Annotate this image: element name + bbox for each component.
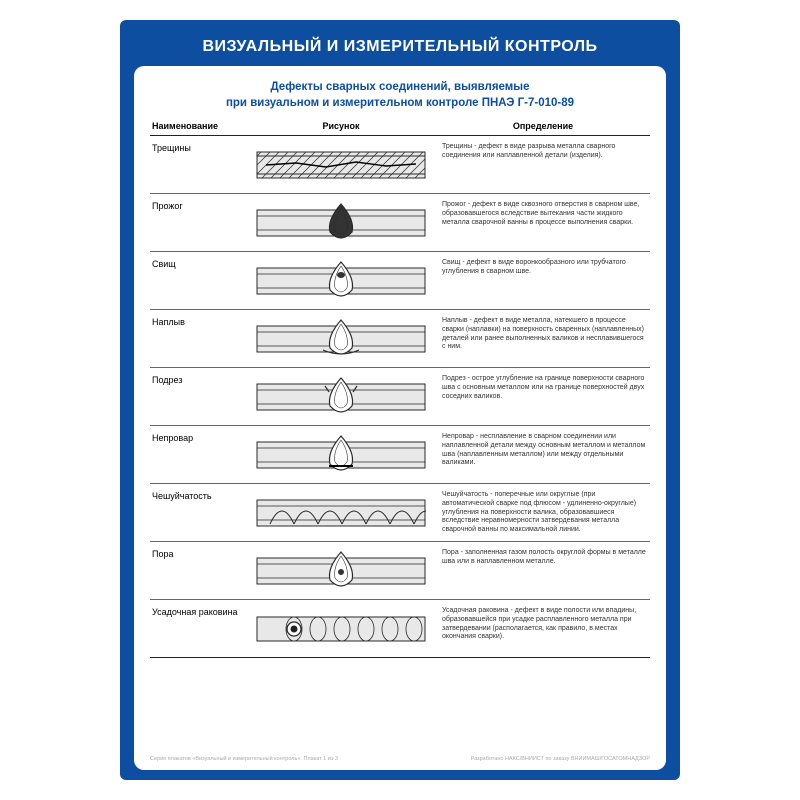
footer-left: Серия плакатов «Визуальный и измерительн… (150, 756, 338, 762)
table-row: Усадочная раковина Усадочная раковина - … (150, 600, 650, 658)
defect-definition: Свищ - дефект в виде воронкообразного ил… (436, 257, 650, 304)
table-row: Чешуйчатость Чешуйчатость - поперечные и… (150, 484, 650, 542)
subtitle: Дефекты сварных соединений, выявляемые п… (150, 80, 650, 111)
defect-definition: Трещины - дефект в виде разрыва металла … (436, 141, 650, 188)
defect-definition: Усадочная раковина - дефект в виде полос… (436, 605, 650, 652)
subtitle-line-1: Дефекты сварных соединений, выявляемые (270, 81, 529, 93)
content-panel: Дефекты сварных соединений, выявляемые п… (134, 66, 666, 770)
main-title: ВИЗУАЛЬНЫЙ И ИЗМЕРИТЕЛЬНЫЙ КОНТРОЛЬ (134, 32, 666, 66)
table-row: Трещины Трещины - дефект в виде разрыва … (150, 136, 650, 194)
defect-name: Прожог (150, 199, 246, 246)
footer-right: Разработано НАКС/ВНИИСТ по заказу ВНИИМА… (471, 756, 650, 762)
table-row: Непровар Непровар - несплавление в сварн… (150, 426, 650, 484)
poster: ВИЗУАЛЬНЫЙ И ИЗМЕРИТЕЛЬНЫЙ КОНТРОЛЬ Дефе… (120, 20, 680, 780)
defect-name: Свищ (150, 257, 246, 304)
table-row: Пора Пора - заполненная газом полость ок… (150, 542, 650, 600)
header-figure: Рисунок (246, 121, 436, 131)
subtitle-line-2: при визуальном и измерительном контроле … (226, 97, 574, 109)
defect-definition: Наплыв - дефект в виде металла, натекшег… (436, 315, 650, 362)
defect-figure (246, 547, 436, 594)
defect-name: Пора (150, 547, 246, 594)
header-name: Наименование (150, 121, 246, 131)
defect-definition: Непровар - несплавление в сварном соедин… (436, 431, 650, 478)
defect-name: Непровар (150, 431, 246, 478)
footer: Серия плакатов «Визуальный и измерительн… (150, 752, 650, 762)
defect-figure (246, 315, 436, 362)
table-body: Трещины Трещины - дефект в виде разрыва … (150, 136, 650, 752)
defect-definition: Подрез - острое углубление на границе по… (436, 373, 650, 420)
defect-figure (246, 257, 436, 304)
table-row: Свищ Свищ - дефект в виде воронкообразно… (150, 252, 650, 310)
defect-name: Наплыв (150, 315, 246, 362)
defect-figure (246, 489, 436, 536)
table-row: Прожог Прожог - дефект в виде сквозного … (150, 194, 650, 252)
defect-name: Подрез (150, 373, 246, 420)
defect-figure (246, 605, 436, 652)
table-header-row: Наименование Рисунок Определение (150, 121, 650, 136)
defect-figure (246, 373, 436, 420)
table-row: Наплыв Наплыв - дефект в виде металла, н… (150, 310, 650, 368)
defect-definition: Пора - заполненная газом полость округло… (436, 547, 650, 594)
defect-definition: Прожог - дефект в виде сквозного отверст… (436, 199, 650, 246)
defect-figure (246, 199, 436, 246)
header-definition: Определение (436, 121, 650, 131)
defect-figure (246, 141, 436, 188)
defect-name: Трещины (150, 141, 246, 188)
defect-definition: Чешуйчатость - поперечные или округлые (… (436, 489, 650, 536)
defect-name: Чешуйчатость (150, 489, 246, 536)
table-row: Подрез Подрез - острое углубление на гра… (150, 368, 650, 426)
defect-name: Усадочная раковина (150, 605, 246, 652)
defect-figure (246, 431, 436, 478)
